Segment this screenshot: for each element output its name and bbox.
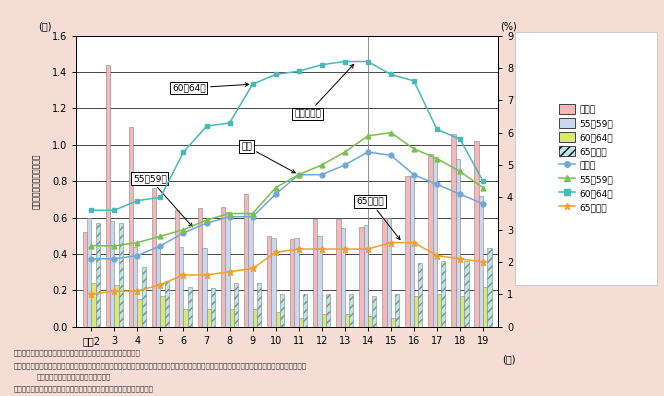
Bar [322,314,326,327]
Text: 65歳以上: 65歳以上 [357,197,400,240]
Text: (年): (年) [502,354,516,364]
Bar [487,248,491,327]
Bar [92,283,96,327]
Bar [234,283,238,327]
Bar [133,247,137,327]
Bar [299,318,303,327]
Bar [460,296,464,327]
Bar [188,287,192,327]
Text: （注２）有効求人倍率の値は、パートタイムを含む常用のものである。: （注２）有効求人倍率の値は、パートタイムを含む常用のものである。 [13,385,153,392]
Text: （注１）年平均。ただし、有効求人倍率については、平成２年～１６年は「求人数平均等分配方式」、１７年以降は「就職機会積み上げ方式」による: （注１）年平均。ただし、有効求人倍率については、平成２年～１６年は「求人数平均等… [13,362,306,369]
Bar [341,228,345,327]
Text: 資料：総務省「労働力調査」、厚生労働省「職業安定業務統計」: 資料：総務省「労働力調査」、厚生労働省「職業安定業務統計」 [13,349,140,356]
Bar [230,308,234,327]
Bar [225,212,230,327]
Bar [175,210,179,327]
Bar [183,308,188,327]
Text: (倍): (倍) [39,21,52,31]
Text: 完全失業率: 完全失業率 [294,64,354,118]
Bar [252,308,257,327]
Bar [294,238,299,327]
Bar [464,261,469,327]
Bar [368,316,372,327]
Bar [244,194,248,327]
Bar [349,294,353,327]
Bar [452,134,456,327]
Bar [257,283,261,327]
Bar [152,188,156,327]
Bar [428,154,433,327]
Text: (%): (%) [500,21,517,31]
Text: 完全失業率（折れ線グラフ）: 完全失業率（折れ線グラフ） [529,151,539,211]
Bar [433,158,437,327]
Bar [248,214,252,327]
Bar [303,294,307,327]
Bar [414,296,418,327]
Text: 「値であり、単純には比較できない。: 「値であり、単純には比較できない。 [37,373,111,380]
Bar [345,314,349,327]
Bar [210,289,215,327]
Bar [119,223,123,327]
Bar [364,225,368,327]
Bar [280,294,284,327]
Bar [267,236,272,327]
Bar [317,236,322,327]
Text: 60～64歳: 60～64歳 [172,83,249,93]
Bar [110,221,114,327]
Bar [336,219,341,327]
Bar [272,238,276,327]
Bar [129,127,133,327]
Bar [221,207,225,327]
Bar [418,263,422,327]
Bar [479,196,483,327]
Bar [276,312,280,327]
Bar [203,248,207,327]
Bar [156,248,161,327]
Bar [207,308,210,327]
Bar [83,232,87,327]
Bar [161,296,165,327]
Text: 55～59歳: 55～59歳 [133,174,193,227]
Bar [372,296,376,327]
Bar [410,176,414,327]
Bar [395,294,399,327]
Bar [165,281,169,327]
Bar [441,261,446,327]
Bar [114,285,119,327]
Bar [359,227,364,327]
Bar [475,141,479,327]
Bar [326,294,330,327]
Text: 有効求人倍率（棒グラフ）: 有効求人倍率（棒グラフ） [32,153,41,209]
Bar [313,219,317,327]
Bar [290,239,294,327]
Bar [456,159,460,327]
Bar [106,65,110,327]
Bar [179,247,183,327]
Text: 総数: 総数 [241,142,295,173]
Bar [141,267,146,327]
Bar [386,217,391,327]
Bar [483,287,487,327]
Bar [391,318,395,327]
Bar [96,223,100,327]
Bar [137,299,141,327]
Bar [198,208,203,327]
Bar [406,176,410,327]
Legend: 年齢計, 55～59歳, 60～64歳, 65歳以上, 年齢計, 55～59歳, 60～64歳, 65歳以上: 年齢計, 55～59歳, 60～64歳, 65歳以上, 年齢計, 55～59歳,… [554,100,618,217]
Bar [382,217,386,327]
Bar [437,294,441,327]
Bar [87,217,92,327]
